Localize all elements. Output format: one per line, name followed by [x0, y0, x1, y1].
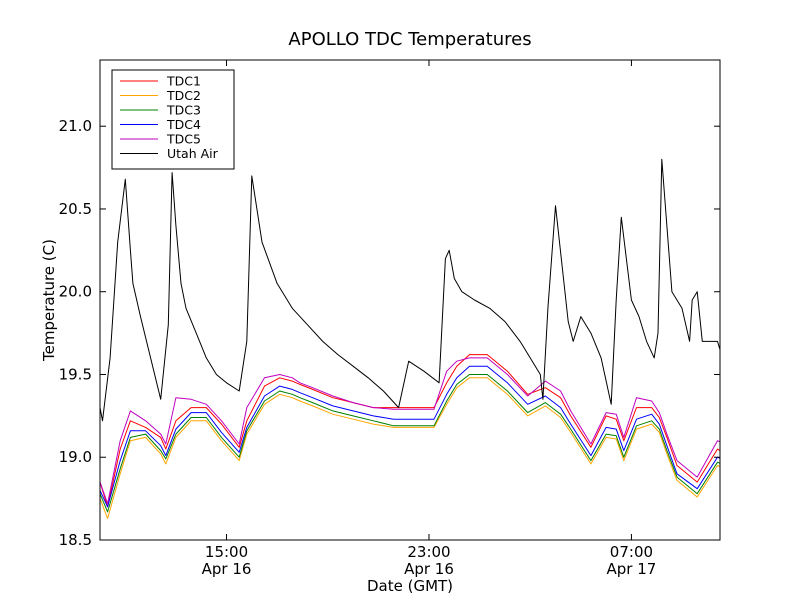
series-line-tdc1 [100, 354, 720, 508]
y-axis: 18.5 19.0 19.5 20.0 20.5 21.0 [59, 117, 720, 549]
x-tick-label-time: 15:00 [205, 543, 248, 561]
series-line-tdc3 [100, 374, 720, 513]
legend-label: TDC1 [166, 74, 201, 89]
legend-label: TDC3 [166, 103, 201, 118]
y-tick-label: 21.0 [59, 117, 92, 135]
y-tick-label: 20.0 [59, 283, 92, 301]
legend-box [111, 69, 235, 170]
x-tick-label-time: 23:00 [407, 543, 450, 561]
legend-label: TDC4 [166, 117, 201, 132]
x-tick-label-time: 07:00 [610, 543, 653, 561]
series-line-tdc4 [100, 365, 720, 508]
legend-label: TDC5 [166, 132, 201, 147]
y-tick-label: 19.5 [59, 365, 92, 383]
y-tick-label: 19.0 [59, 448, 92, 466]
series-line-tdc2 [100, 377, 720, 519]
x-tick-label-date: Apr 16 [404, 560, 454, 578]
x-tick-label-date: Apr 16 [202, 560, 252, 578]
legend-label: TDC2 [166, 88, 201, 103]
x-tick-label-date: Apr 17 [607, 560, 657, 578]
series-line-tdc5 [100, 357, 720, 505]
y-tick-label: 20.5 [59, 200, 92, 218]
chart-title: APOLLO TDC Temperatures [288, 29, 531, 50]
plot-frame [99, 59, 721, 541]
y-tick-label: 18.5 [59, 531, 92, 549]
y-axis-label: Temperature (C) [40, 239, 58, 362]
series-line-utah-air [100, 158, 720, 422]
legend-label: Utah Air [167, 146, 219, 161]
x-axis-label: Date (GMT) [367, 577, 453, 595]
